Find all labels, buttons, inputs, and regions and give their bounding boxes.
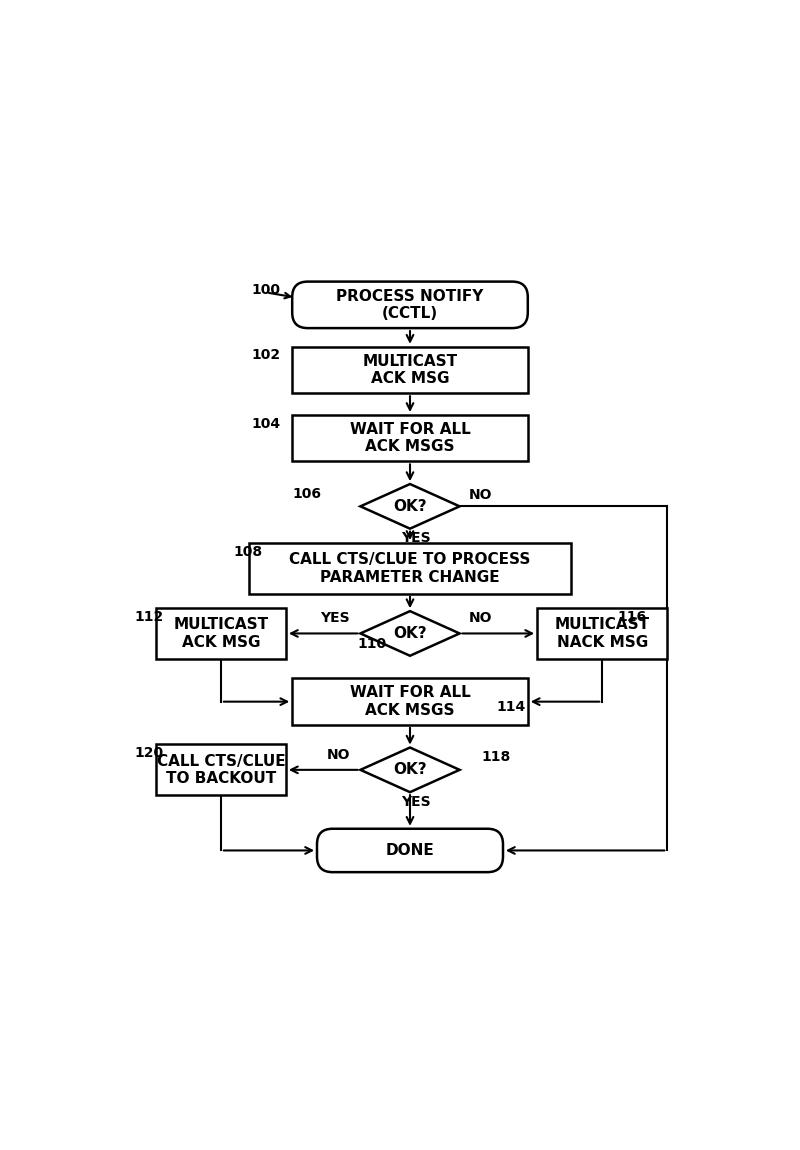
Text: 102: 102 (252, 348, 281, 362)
Text: DONE: DONE (386, 843, 434, 858)
FancyBboxPatch shape (292, 282, 528, 328)
Bar (156, 744, 286, 796)
Text: 120: 120 (134, 746, 163, 760)
Text: NO: NO (326, 748, 350, 761)
Text: MULTICAST
ACK MSG: MULTICAST ACK MSG (174, 618, 269, 650)
Polygon shape (360, 748, 459, 792)
Text: 100: 100 (252, 283, 281, 298)
Text: NO: NO (469, 488, 492, 501)
Bar (156, 608, 286, 659)
Bar (249, 543, 571, 593)
Bar (537, 608, 667, 659)
Text: WAIT FOR ALL
ACK MSGS: WAIT FOR ALL ACK MSGS (350, 685, 470, 718)
Text: 106: 106 (292, 488, 321, 501)
Text: YES: YES (320, 612, 350, 626)
Text: NO: NO (469, 612, 492, 626)
Text: 118: 118 (482, 750, 510, 764)
Text: 116: 116 (618, 610, 647, 624)
Text: PROCESS NOTIFY
(CCTL): PROCESS NOTIFY (CCTL) (336, 289, 484, 321)
Text: MULTICAST
NACK MSG: MULTICAST NACK MSG (554, 618, 650, 650)
FancyBboxPatch shape (317, 829, 503, 872)
Bar (292, 678, 528, 724)
Text: OK?: OK? (393, 499, 427, 514)
Text: CALL CTS/CLUE
TO BACKOUT: CALL CTS/CLUE TO BACKOUT (157, 753, 286, 787)
Text: 108: 108 (234, 545, 262, 559)
Text: 112: 112 (134, 610, 163, 624)
Polygon shape (360, 484, 459, 529)
Polygon shape (360, 611, 459, 655)
Text: WAIT FOR ALL
ACK MSGS: WAIT FOR ALL ACK MSGS (350, 422, 470, 454)
Bar (292, 346, 528, 393)
Text: YES: YES (402, 795, 431, 808)
Text: 104: 104 (252, 416, 281, 430)
Text: OK?: OK? (393, 762, 427, 777)
Bar (292, 415, 528, 461)
Text: 110: 110 (358, 637, 386, 651)
Text: MULTICAST
ACK MSG: MULTICAST ACK MSG (362, 354, 458, 386)
Text: CALL CTS/CLUE TO PROCESS
PARAMETER CHANGE: CALL CTS/CLUE TO PROCESS PARAMETER CHANG… (290, 552, 530, 584)
Text: OK?: OK? (393, 626, 427, 641)
Text: 114: 114 (497, 700, 526, 714)
Text: YES: YES (402, 531, 431, 545)
